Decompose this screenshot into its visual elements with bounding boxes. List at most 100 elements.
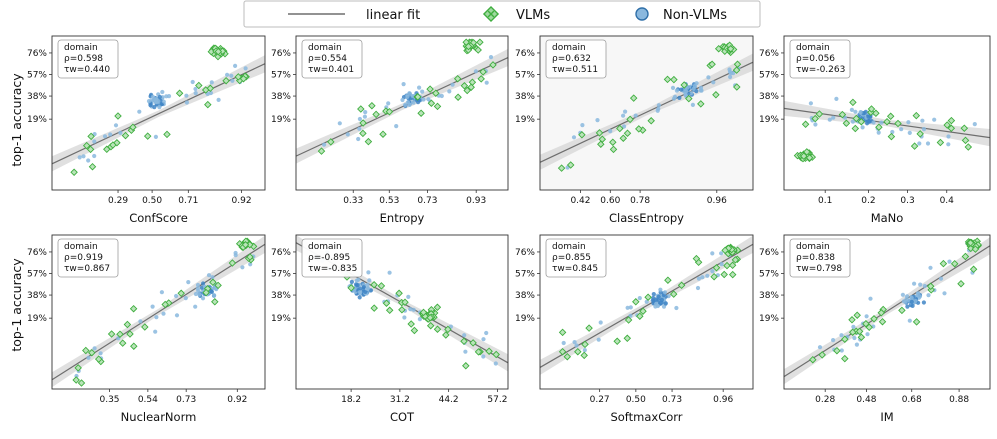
nonvlm-point bbox=[77, 155, 82, 160]
vlm-point bbox=[417, 109, 425, 117]
y-tick-label: 19% bbox=[515, 115, 535, 125]
vlm-point bbox=[609, 145, 618, 154]
vlm-point bbox=[74, 364, 82, 372]
vlm-point bbox=[566, 161, 575, 169]
y-tick-label: 19% bbox=[271, 115, 291, 125]
nonvlm-point bbox=[655, 108, 660, 113]
nonvlm-point bbox=[710, 251, 715, 256]
x-tick-label: 0.50 bbox=[626, 395, 646, 405]
nonvlm-point bbox=[670, 85, 676, 90]
y-tick-label: 57% bbox=[759, 270, 779, 280]
vlm-point bbox=[479, 68, 487, 76]
vlm-point bbox=[635, 125, 643, 133]
nonvlm-point bbox=[813, 122, 818, 127]
x-tick-label: 0.71 bbox=[178, 196, 198, 206]
y-tick-label: 76% bbox=[27, 49, 47, 59]
x-tick-label: 0.42 bbox=[570, 196, 590, 206]
nonvlm-point bbox=[851, 324, 856, 329]
vlm-point bbox=[442, 331, 450, 339]
nonvlm-point bbox=[694, 81, 699, 86]
nonvlm-point bbox=[728, 74, 733, 80]
legend-linear-fit-label: linear fit bbox=[366, 8, 420, 23]
vlm-point bbox=[644, 293, 652, 301]
vlm-point bbox=[357, 105, 365, 113]
nonvlm-point bbox=[628, 305, 633, 310]
vlm-point bbox=[609, 138, 617, 146]
y-tick-label: 38% bbox=[27, 291, 47, 301]
nonvlm-point bbox=[386, 101, 391, 106]
nonvlm-point bbox=[481, 337, 486, 342]
panel-classentropy: 76% 57% 38% 19% 0.42 0.60 0.78 0.96 ClassEntropy… bbox=[515, 35, 754, 225]
vlm-point bbox=[800, 152, 808, 160]
nonvlm-point bbox=[866, 114, 871, 119]
vlm-point bbox=[161, 300, 169, 309]
vlm-point bbox=[204, 100, 212, 109]
vlm-point bbox=[485, 347, 493, 355]
vlm-point bbox=[912, 111, 921, 120]
nonvlm-point bbox=[906, 120, 911, 125]
panel-softmaxcorr: 76% 57% 38% 19% 0.27 0.50 0.73 0.96 SoftmaxCorr d… bbox=[515, 234, 754, 424]
y-tick-label: 57% bbox=[515, 71, 535, 81]
legend-nonvlm-swatch bbox=[635, 7, 649, 21]
vlm-point bbox=[460, 82, 469, 90]
axes-frame bbox=[783, 35, 991, 191]
nonvlm-point bbox=[808, 101, 814, 106]
nonvlm-point bbox=[240, 265, 245, 270]
vlm-point bbox=[803, 148, 811, 156]
nonvlm-point bbox=[728, 71, 734, 76]
vlm-point bbox=[857, 117, 866, 126]
annotation-rho: ρ=0.919 bbox=[64, 253, 103, 263]
vlm-point bbox=[636, 312, 644, 320]
x-tick-label: 0.73 bbox=[417, 196, 437, 206]
vlm-point bbox=[961, 136, 970, 145]
vlm-point bbox=[670, 75, 678, 84]
y-tick-label: 57% bbox=[271, 71, 291, 81]
nonvlm-point bbox=[174, 313, 180, 318]
vlm-point bbox=[129, 123, 137, 131]
y-tick-label: 19% bbox=[759, 115, 779, 125]
x-tick-label: 0.68 bbox=[902, 395, 922, 405]
vlm-point bbox=[624, 316, 633, 324]
nonvlm-point bbox=[658, 287, 663, 292]
nonvlm-point bbox=[473, 69, 478, 74]
x-tick-label: 0.4 bbox=[940, 196, 955, 206]
vlm-point bbox=[241, 241, 250, 249]
nonvlm-point bbox=[337, 121, 342, 126]
nonvlm-point bbox=[322, 142, 327, 147]
nonvlm-point bbox=[366, 270, 371, 275]
annotation-rho: ρ=0.838 bbox=[796, 253, 835, 263]
nonvlm-point bbox=[679, 87, 684, 92]
nonvlm-point bbox=[193, 91, 198, 96]
vlm-point bbox=[463, 86, 471, 95]
vlm-point bbox=[849, 98, 857, 107]
vlm-point bbox=[647, 117, 655, 125]
vlm-point bbox=[246, 240, 254, 249]
nonvlm-point bbox=[357, 295, 362, 300]
x-tick-label: 0.3 bbox=[900, 196, 914, 206]
nonvlm-point bbox=[853, 109, 858, 114]
nonvlm-point bbox=[349, 279, 354, 284]
nonvlm-point bbox=[200, 296, 206, 301]
nonvlm-point bbox=[357, 116, 362, 122]
vlm-point bbox=[580, 351, 588, 360]
nonvlm-point bbox=[402, 315, 407, 320]
nonvlm-point bbox=[230, 78, 235, 83]
nonvlm-point bbox=[201, 281, 206, 286]
nonvlm-point bbox=[184, 93, 189, 98]
vlm-point bbox=[833, 346, 841, 355]
nonvlm-point bbox=[488, 55, 494, 60]
vlm-point bbox=[317, 147, 326, 155]
vlm-point bbox=[669, 290, 678, 298]
vlm-point bbox=[107, 330, 116, 338]
vlm-point bbox=[578, 131, 586, 139]
x-tick-label: 0.92 bbox=[227, 395, 247, 405]
annotation-rho: ρ=0.855 bbox=[552, 253, 591, 263]
nonvlm-point bbox=[621, 113, 626, 118]
vlm-point bbox=[433, 102, 442, 111]
nonvlm-point bbox=[907, 130, 912, 135]
vlm-point bbox=[209, 278, 217, 287]
axes-frame bbox=[539, 234, 754, 390]
nonvlm-point bbox=[357, 290, 362, 295]
vlm-point bbox=[464, 42, 473, 51]
nonvlm-point bbox=[637, 296, 642, 301]
